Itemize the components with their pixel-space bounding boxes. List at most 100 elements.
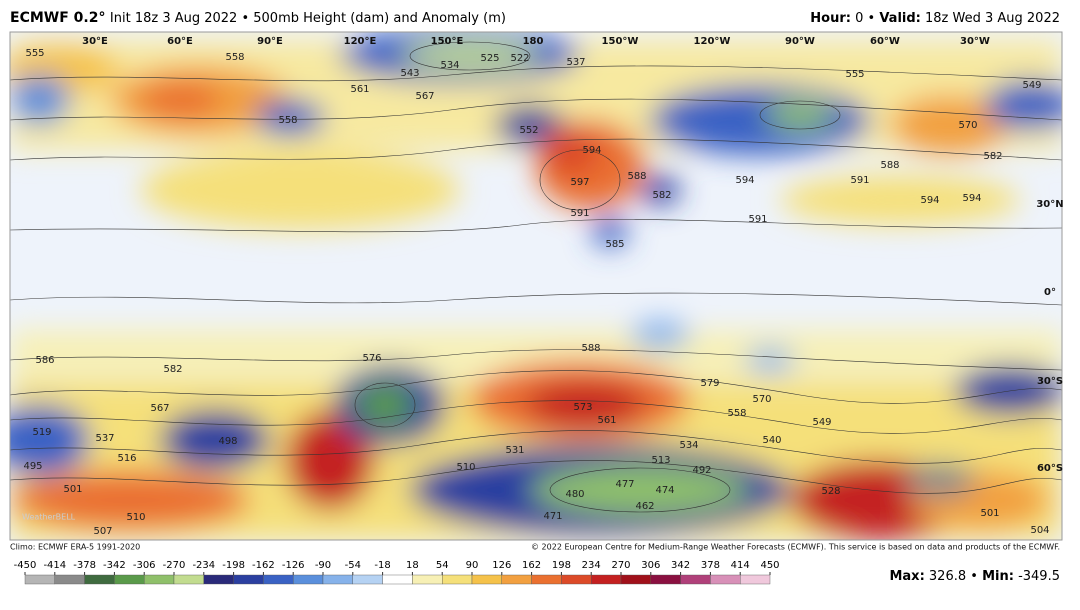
colorbar-tick-label: 18 [406, 560, 419, 571]
contour-label: 534 [440, 60, 459, 71]
contour-label: 594 [582, 145, 601, 156]
latitude-labels: 30°N 0° 30°S 60°S [1036, 199, 1063, 474]
contour-label: 585 [605, 239, 624, 250]
contour-label: 558 [278, 115, 297, 126]
colorbar-tick-label: 90 [466, 560, 479, 571]
colorbar-swatch [471, 574, 502, 585]
colorbar-tick-label: 126 [492, 560, 511, 571]
colorbar-tick-label: 306 [641, 560, 660, 571]
contour-label: 573 [573, 402, 592, 413]
colorbar-tick-label: -342 [103, 560, 126, 571]
contour-label: 552 [519, 125, 538, 136]
longitude-label: 60°E [167, 36, 193, 47]
contour-label: 570 [958, 120, 977, 131]
colorbar-swatch [412, 574, 443, 585]
header-right: Hour: 0 • Valid: 18z Wed 3 Aug 2022 [810, 11, 1060, 26]
colorbar-tick-label: -162 [252, 560, 275, 571]
contour-labels: 555 558 567 561 558 525 522 537 534 543 552 594 597 5… [23, 48, 1049, 537]
contour-label: 567 [415, 91, 434, 102]
longitude-label: 90°E [257, 36, 283, 47]
colorbar-tick-label: -198 [222, 560, 245, 571]
contour-label: 576 [362, 353, 381, 364]
contour-label: 582 [652, 190, 671, 201]
colorbar-swatch [591, 574, 622, 585]
contour-label: 513 [651, 455, 670, 466]
colorbar-tick-label: -18 [374, 560, 390, 571]
contour-label: 543 [400, 68, 419, 79]
contour-label: 501 [980, 508, 999, 519]
contour-label: 567 [150, 403, 169, 414]
contour-label: 561 [597, 415, 616, 426]
contour-label: 591 [570, 208, 589, 219]
colorbar-swatch [501, 574, 532, 585]
longitude-label: 120°W [694, 36, 731, 47]
contour-label: 519 [32, 427, 51, 438]
hour: 0 • [855, 11, 875, 26]
contour-label: 549 [812, 417, 831, 428]
min-label: Min: [982, 569, 1014, 584]
longitude-label: 60°W [870, 36, 900, 47]
latitude-label: 60°S [1037, 463, 1063, 474]
longitude-label: 120°E [344, 36, 377, 47]
colorbar-tick-label: 414 [731, 560, 750, 571]
watermark: WeatherBELL [22, 513, 76, 522]
contour-label: 591 [748, 214, 767, 225]
colorbar-swatch [143, 574, 175, 585]
contour-label: 480 [565, 489, 584, 500]
colorbar-tick-label: 234 [582, 560, 601, 571]
colorbar-tick-label: -306 [133, 560, 156, 571]
colorbar-swatch [114, 574, 145, 585]
contour-label: 558 [727, 408, 746, 419]
contour-label: 597 [570, 177, 589, 188]
contour-label: 504 [1030, 525, 1049, 536]
contour-label: 525 [480, 53, 499, 64]
colorbar-tick-label: 162 [522, 560, 541, 571]
colorbar-tick-label: 342 [671, 560, 690, 571]
contour-label: 582 [163, 364, 182, 375]
valid-label: Valid: [879, 11, 921, 26]
contour-label: 516 [117, 453, 136, 464]
contour-label: 555 [845, 69, 864, 80]
colorbar-tick-label: -270 [163, 560, 186, 571]
latitude-label: 30°S [1037, 376, 1063, 387]
contour-label: 588 [627, 171, 646, 182]
contour-label: 594 [920, 195, 939, 206]
colorbar-tick-label: 270 [611, 560, 630, 571]
max: 326.8 [929, 569, 966, 584]
colorbar-swatch [710, 574, 741, 585]
contour-label: 549 [1022, 80, 1041, 91]
colorbar-swatch [531, 574, 562, 585]
colorbar: -450 -414 -378 -342 -306 -270 -234 -198 -162 -126… [14, 560, 780, 585]
latitude-label: 30°N [1036, 199, 1063, 210]
colorbar-swatch [24, 574, 55, 585]
contour-label: 507 [93, 526, 112, 537]
contour-label: 474 [655, 485, 674, 496]
contour-label: 537 [566, 57, 585, 68]
description: Init 18z 3 Aug 2022 • 500mb Height (dam)… [110, 11, 506, 26]
climo: Climo: ECMWF ERA-5 1991-2020 [10, 543, 140, 552]
colorbar-tick-label: -126 [282, 560, 305, 571]
latitude-label: 0° [1044, 287, 1056, 298]
contour-label: 537 [95, 433, 114, 444]
colorbar-swatch [650, 574, 681, 585]
colorbar-swatch [322, 574, 353, 585]
colorbar-swatch [382, 574, 413, 585]
contour-label: 594 [962, 193, 981, 204]
colorbar-tick-label: 198 [552, 560, 571, 571]
colorbar-tick-label: -378 [73, 560, 96, 571]
contour-label: 501 [63, 484, 82, 495]
colorbar-swatch [352, 574, 383, 585]
colorbar-tick-label: 54 [436, 560, 449, 571]
contour-label: 594 [735, 175, 754, 186]
colorbar-swatch [442, 574, 473, 585]
colorbar-swatch [620, 574, 651, 585]
colorbar-swatch [680, 574, 711, 585]
contour-label: 534 [679, 440, 698, 451]
colorbar-swatch [740, 574, 771, 585]
hour-label: Hour: [810, 11, 851, 26]
valid: 18z Wed 3 Aug 2022 [925, 11, 1060, 26]
colorbar-swatch [84, 574, 115, 585]
contour-label: 588 [581, 343, 600, 354]
contour-label: 531 [505, 445, 524, 456]
